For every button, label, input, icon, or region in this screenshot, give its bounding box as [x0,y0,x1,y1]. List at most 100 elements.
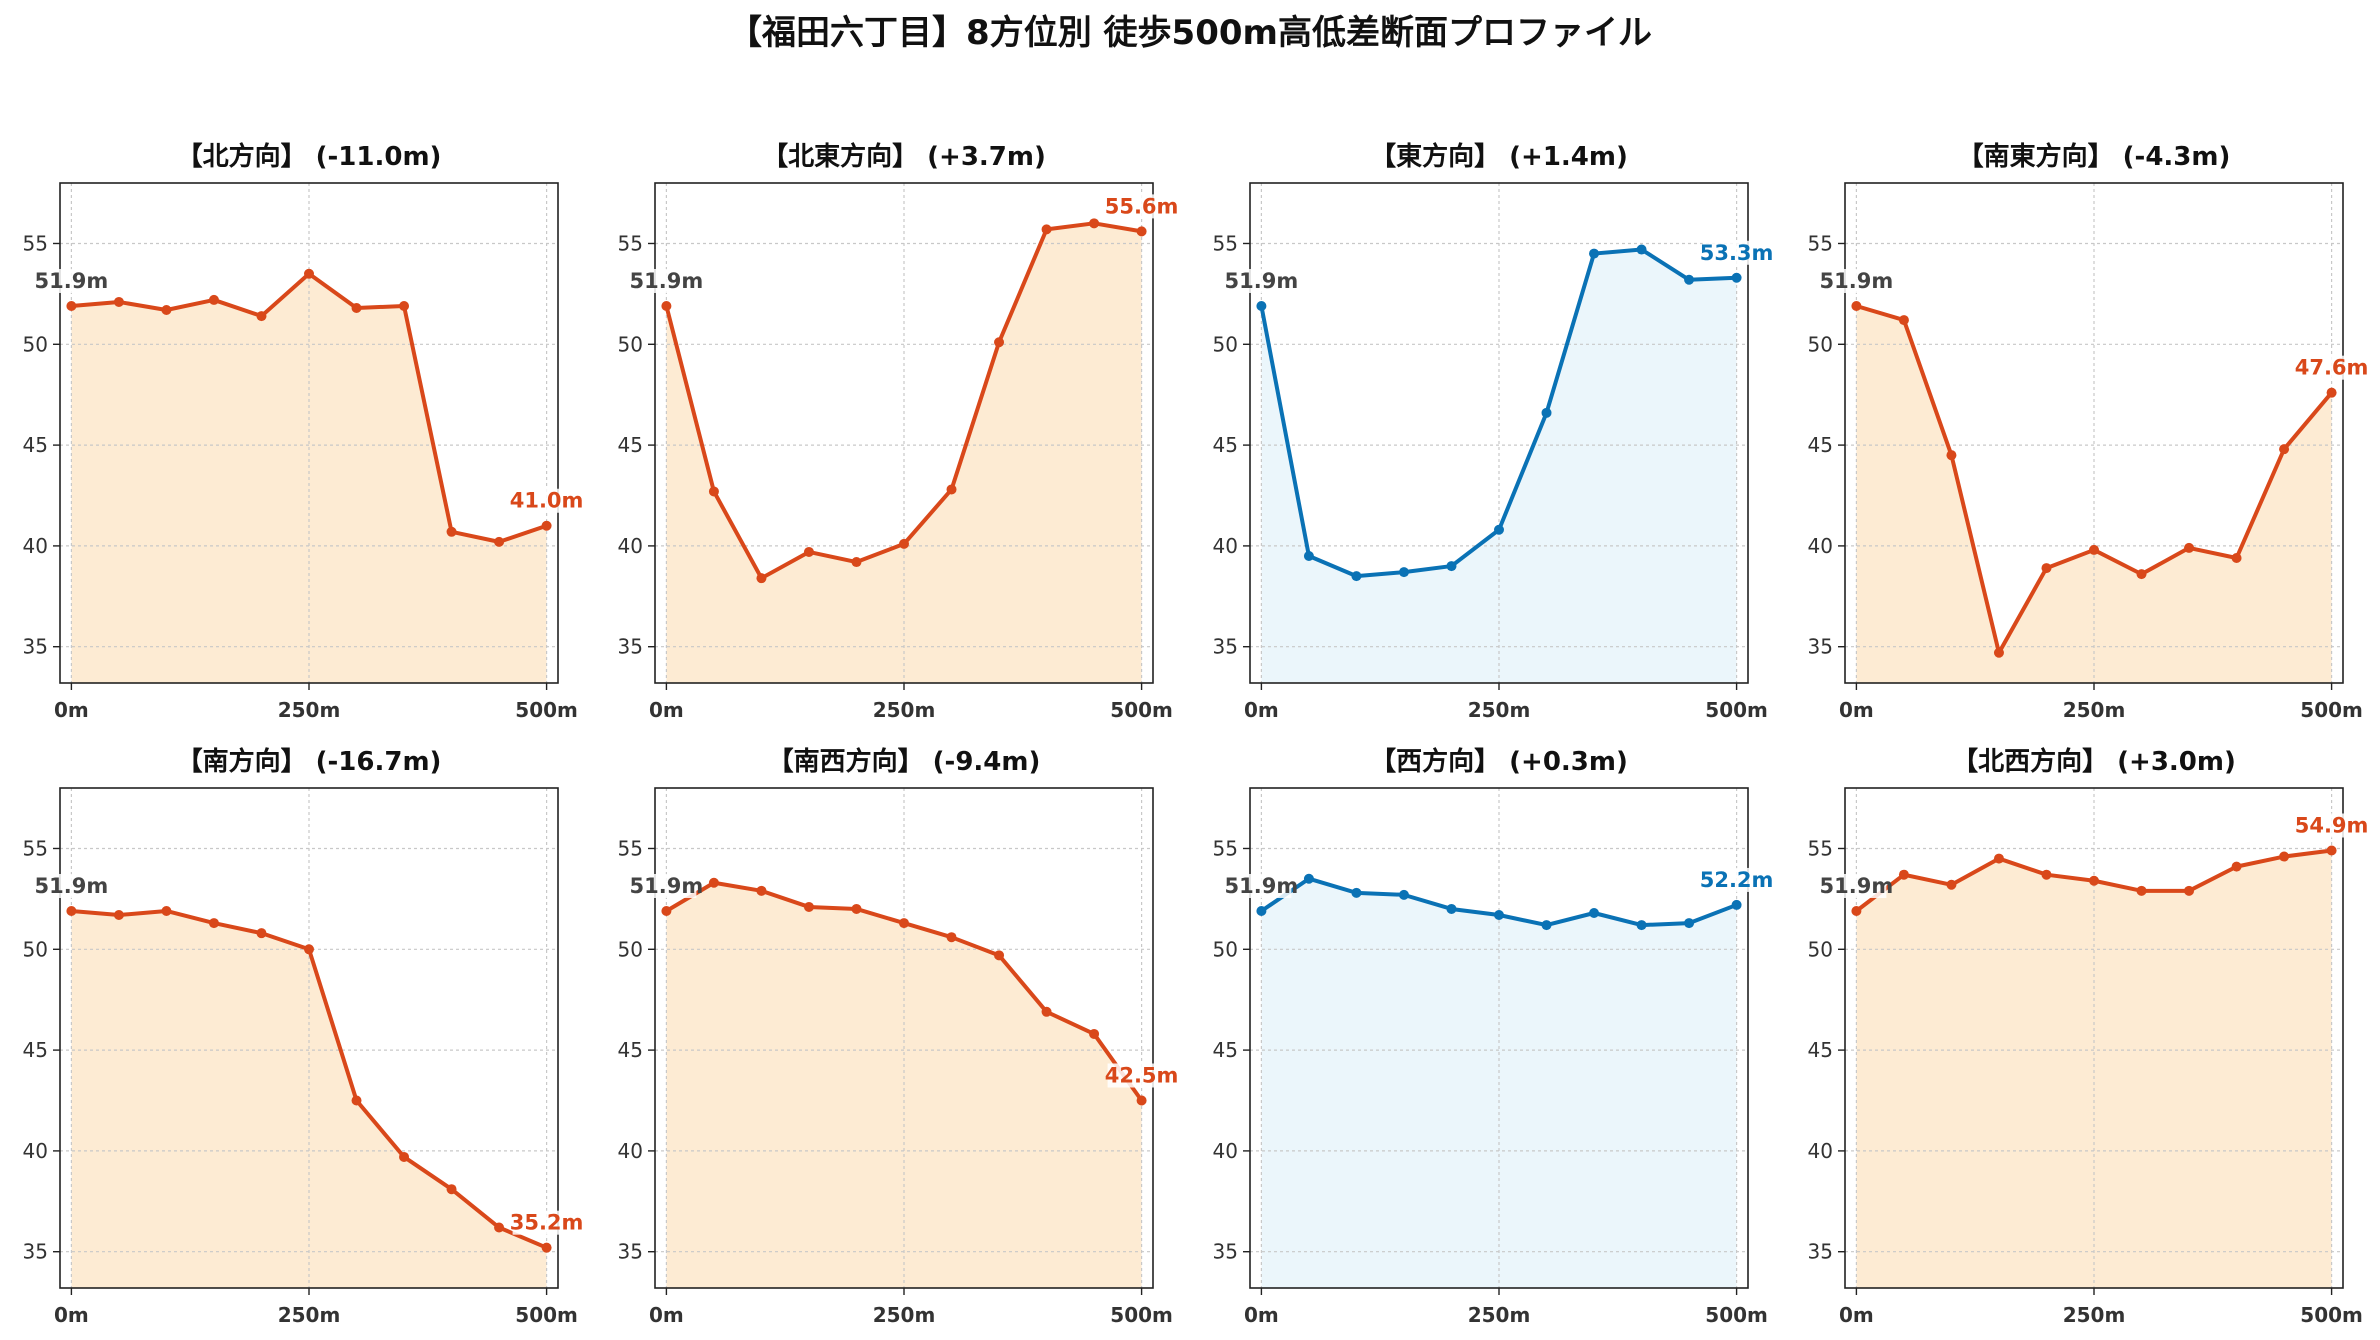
y-tick-label: 40 [23,534,48,558]
y-tick-label: 50 [23,332,48,356]
chart-panel: 【北西方向】 (+3.0m) 35 40 45 50 55 0m 250m 500m 51.9m 5… [1808,746,2369,1327]
chart-panel: 【南方向】 (-16.7m) 35 40 45 50 55 0m 250m 500m 51.9m 3… [23,746,584,1327]
x-tick-label: 500m [1705,698,1768,722]
y-tick-label: 35 [1213,1240,1238,1264]
y-tick-label: 50 [23,937,48,961]
x-tick-label: 250m [278,1303,341,1327]
data-point [1494,524,1504,535]
panel-title: 【南東方向】 (-4.3m) [1958,141,2231,172]
x-tick-label: 250m [1468,698,1531,722]
start-label-bg [1231,268,1292,293]
data-point [1851,905,1862,916]
y-tick-label: 40 [1213,1139,1238,1163]
y-tick-label: 40 [1213,534,1238,558]
data-point [661,905,672,916]
data-point [256,928,267,939]
data-point [946,932,957,943]
y-tick-label: 50 [1808,937,1833,961]
data-point [803,546,814,557]
data-point [161,905,172,916]
data-point [113,910,124,921]
y-tick-label: 35 [618,1240,643,1264]
data-point [1589,248,1600,259]
data-point [1731,899,1742,910]
data-point [2231,553,2242,563]
chart-panel: 【北方向】 (-11.0m) 35 40 45 50 55 0m 250m 500m 51.9m 4… [23,141,584,722]
data-point [1851,300,1862,311]
x-tick-label: 500m [1110,698,1173,722]
start-value-label: 51.9m [630,269,704,293]
data-point [1494,910,1504,921]
data-point [1256,300,1267,311]
data-point [1351,571,1362,582]
data-point [1089,1028,1100,1039]
data-point [66,905,77,916]
data-point [304,268,314,279]
data-point [2279,444,2290,455]
start-value-label: 51.9m [1820,874,1894,898]
chart-panel: 【南東方向】 (-4.3m) 35 40 45 50 55 0m 250m 500m 51.9m 4… [1808,141,2369,722]
data-point [1136,1095,1147,1106]
data-point [2184,542,2195,553]
data-point [1041,224,1052,235]
data-point [1946,879,1957,890]
y-tick-label: 55 [618,231,643,255]
start-value-label: 51.9m [630,874,704,898]
data-point [1398,567,1409,578]
data-point [2326,387,2337,398]
data-point [399,300,410,311]
data-point [1684,918,1695,929]
x-tick-label: 500m [1110,1303,1173,1327]
area-fill [1856,305,2332,683]
chart-panel: 【西方向】 (+0.3m) 35 40 45 50 55 0m 250m 500m 51.9m 52… [1213,746,1774,1327]
data-point [494,536,505,547]
y-tick-label: 40 [1808,1139,1833,1163]
data-point [2089,875,2099,886]
end-label-bg [2297,813,2366,838]
y-tick-label: 45 [1808,433,1833,457]
data-point [1446,903,1457,914]
data-point [1089,218,1100,229]
y-tick-label: 55 [1213,231,1238,255]
data-point [351,303,362,313]
data-point [541,1242,552,1253]
y-tick-label: 55 [23,231,48,255]
chart-panel: 【北東方向】 (+3.7m) 35 40 45 50 55 0m 250m 500m 51.9m 5… [618,141,1179,722]
data-point [1303,873,1314,884]
data-point [1731,272,1742,283]
data-point [541,520,552,531]
x-tick-label: 0m [54,1303,89,1327]
data-point [2136,885,2147,896]
x-tick-label: 250m [2063,698,2126,722]
data-point [351,1095,362,1106]
y-tick-label: 45 [618,1038,643,1062]
y-tick-label: 55 [1808,231,1833,255]
data-point [1351,887,1362,898]
data-point [113,296,124,307]
y-tick-label: 40 [23,1139,48,1163]
end-label-bg [1107,194,1176,219]
figure-title: 【福田六丁目】8方位別 徒歩500m高低差断面プロファイル [728,13,1652,53]
y-tick-label: 45 [1808,1038,1833,1062]
data-point [803,901,814,912]
y-tick-label: 50 [1213,332,1238,356]
data-point [708,877,719,888]
data-point [1684,274,1695,285]
end-value-label: 47.6m [2295,356,2369,380]
start-value-label: 51.9m [35,269,109,293]
data-point [1541,407,1552,418]
y-tick-label: 50 [618,937,643,961]
data-point [1041,1006,1052,1017]
end-value-label: 41.0m [510,489,584,513]
data-point [208,294,219,305]
data-point [161,305,172,316]
end-label-bg [1702,867,1771,892]
x-tick-label: 0m [1244,698,1279,722]
data-point [304,944,314,955]
panel-title: 【西方向】 (+0.3m) [1370,746,1628,777]
start-label-bg [636,268,697,293]
data-point [494,1222,505,1233]
data-point [1636,920,1647,931]
data-point [1541,920,1552,931]
